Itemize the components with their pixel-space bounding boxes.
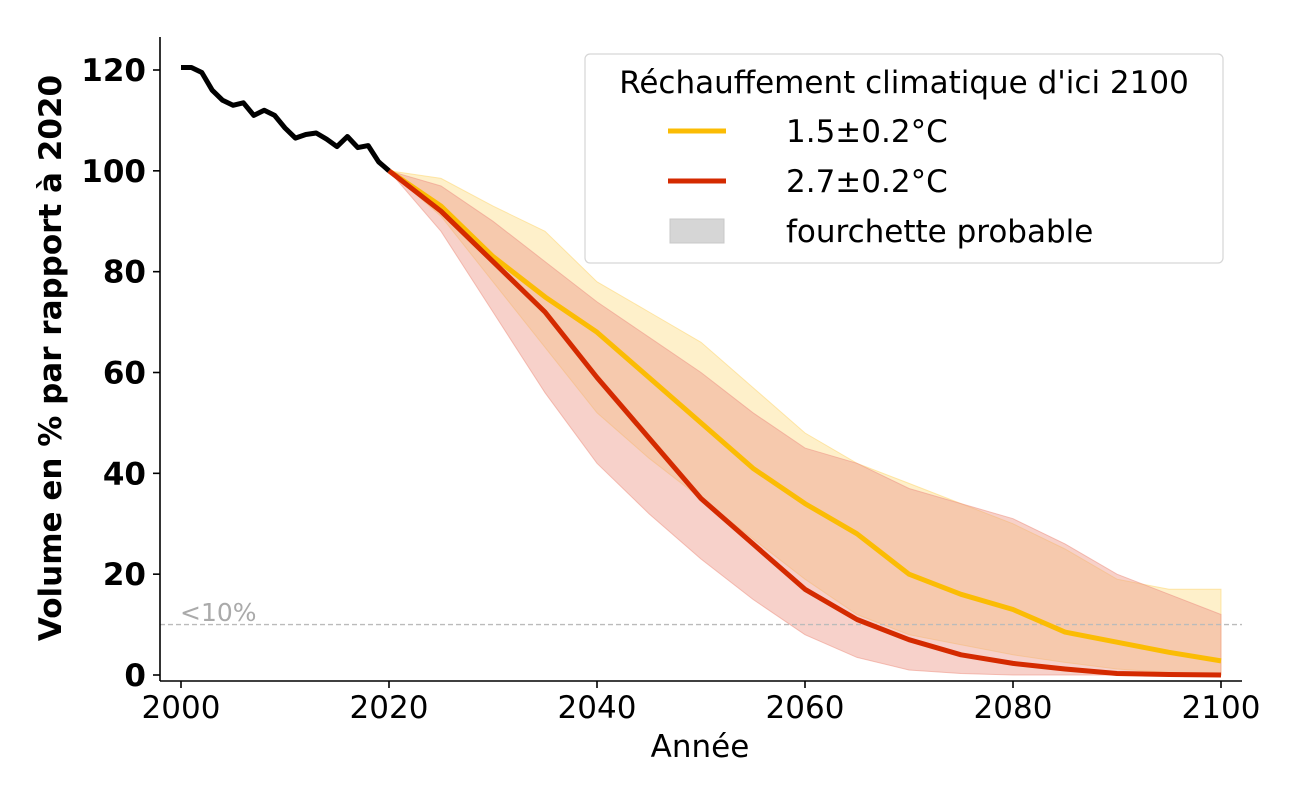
observed-line — [181, 65, 391, 173]
x-tick-label: 2040 — [558, 690, 637, 726]
x-axis-label: Année — [651, 729, 750, 765]
y-tick-label: 100 — [81, 154, 146, 190]
band-2-7 — [387, 169, 1222, 676]
legend-label-range: fourchette probable — [786, 214, 1093, 250]
y-tick-label: 60 — [103, 356, 146, 392]
x-tick-label: 2000 — [142, 690, 221, 726]
threshold-annotation: <10% — [180, 598, 257, 627]
y-tick-label: 120 — [81, 53, 146, 89]
x-tick-label: 2020 — [350, 690, 429, 726]
series-lines — [181, 65, 1222, 678]
series-line-1-5 — [387, 168, 1222, 664]
legend-label-2-7: 2.7±0.2°C — [786, 164, 948, 200]
x-tick-label: 2060 — [766, 690, 845, 726]
y-tick-label: 40 — [103, 456, 146, 492]
uncertainty-bands — [387, 169, 1222, 676]
x-tick-label: 2080 — [974, 690, 1053, 726]
y-ticks: 0 20 40 60 80 100 120 — [81, 53, 160, 694]
legend-title: Réchauffement climatique d'ici 2100 — [619, 65, 1189, 101]
legend: Réchauffement climatique d'ici 2100 1.5±… — [584, 53, 1224, 264]
series-line-2-7 — [387, 168, 1222, 678]
legend-frame — [584, 53, 1224, 264]
x-tick-label: 2100 — [1182, 690, 1261, 726]
x-ticks: 2000 2020 2040 2060 2080 2100 — [142, 681, 1261, 726]
legend-label-1-5: 1.5±0.2°C — [786, 114, 948, 150]
y-tick-label: 20 — [103, 557, 146, 593]
y-tick-label: 80 — [103, 255, 146, 291]
y-axis-label: Volume en % par rapport à 2020 — [33, 75, 69, 641]
legend-swatch-range — [669, 218, 725, 244]
y-tick-label: 0 — [124, 658, 146, 694]
